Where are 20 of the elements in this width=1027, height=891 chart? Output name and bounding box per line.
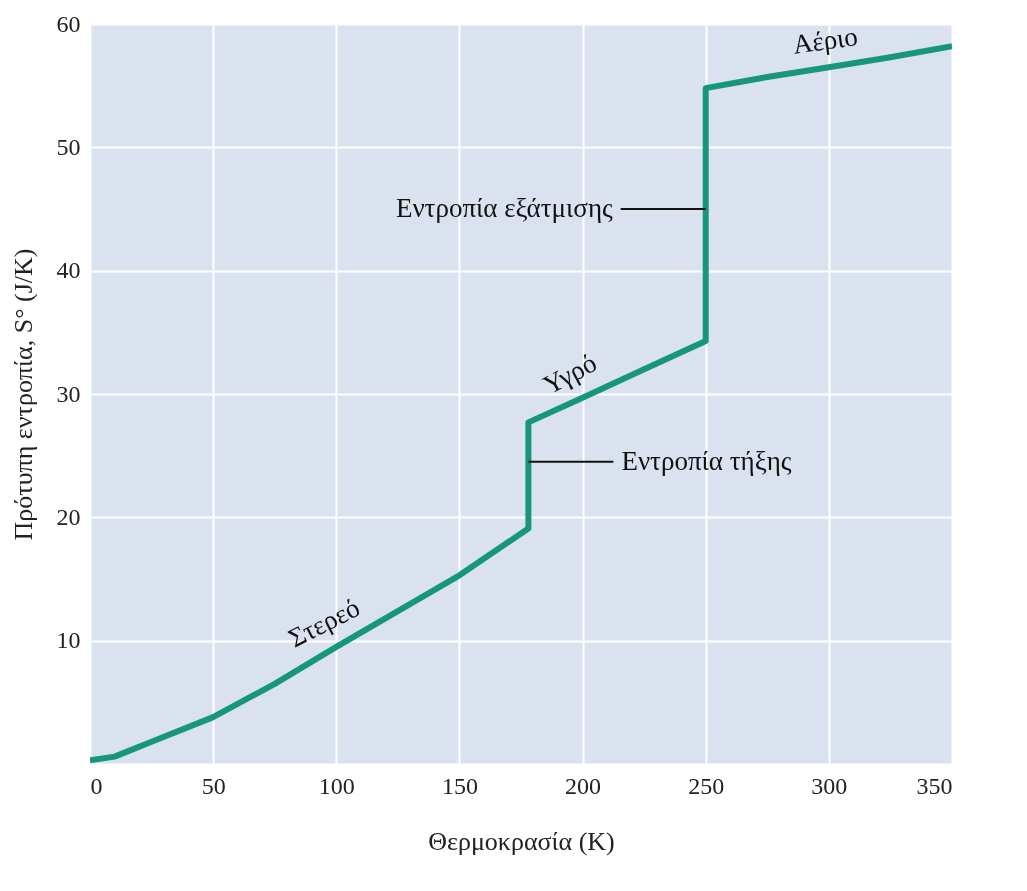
- x-tick-label: 350: [916, 772, 953, 799]
- x-axis-title: Θερμοκρασία (K): [428, 826, 615, 856]
- y-tick-label: 10: [56, 627, 81, 654]
- y-tick-label: 60: [56, 10, 81, 37]
- x-tick-label: 250: [688, 772, 725, 799]
- y-tick-label: 50: [56, 133, 81, 160]
- annotation: Υγρό: [538, 347, 602, 401]
- y-tick-label: 20: [56, 503, 81, 530]
- annotation: Εντροπία τήξης: [621, 445, 792, 476]
- y-tick-label: 30: [56, 380, 81, 407]
- annotation: Αέριο: [790, 21, 860, 60]
- x-tick-label: 150: [441, 772, 478, 799]
- x-tick-label: 200: [565, 772, 602, 799]
- x-tick-label: 100: [318, 772, 355, 799]
- x-tick-label: 300: [811, 772, 848, 799]
- x-tick-label: 50: [201, 772, 226, 799]
- y-tick-label: 40: [56, 257, 81, 284]
- annotation: Εντροπία εξάτμισης: [395, 193, 614, 223]
- x-tick-label: 0: [90, 772, 103, 799]
- y-axis-title: Πρότυπη εντροπία, S° (J/K): [8, 248, 38, 541]
